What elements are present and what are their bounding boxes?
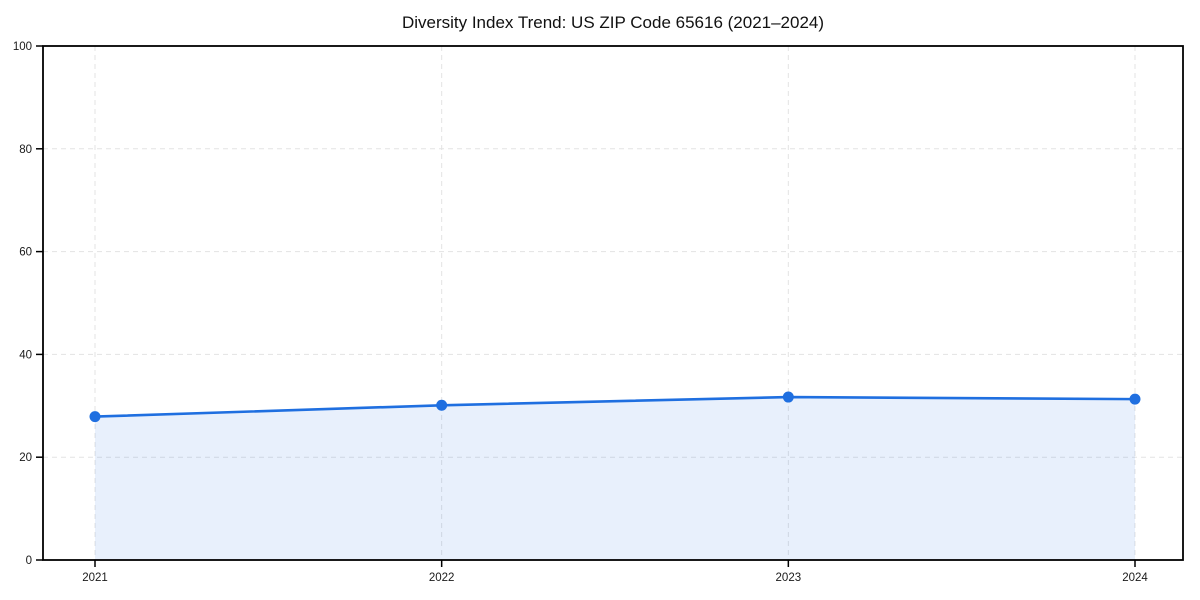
data-series xyxy=(89,391,1141,560)
x-tick-label: 2023 xyxy=(776,572,802,584)
axes-frame xyxy=(42,45,1184,561)
y-tick-label: 0 xyxy=(26,555,32,567)
y-tick-label: 40 xyxy=(19,349,32,361)
data-point-marker xyxy=(89,411,101,423)
x-tick-label: 2022 xyxy=(429,572,455,584)
y-tick-label: 20 xyxy=(19,452,32,464)
area-fill xyxy=(95,397,1135,560)
data-point-marker xyxy=(1129,393,1141,405)
y-tick-label: 80 xyxy=(19,144,32,156)
y-tick-label: 60 xyxy=(19,247,32,259)
y-tick-label: 100 xyxy=(13,41,32,53)
axis-ticks xyxy=(36,45,1136,567)
x-tick-label: 2021 xyxy=(82,572,108,584)
data-point-marker xyxy=(782,391,794,403)
x-tick-label: 2024 xyxy=(1122,572,1148,584)
trend-line xyxy=(93,395,1137,418)
axis-tick-labels: 0 20 40 60 80 100 2021 2022 2023 2024 xyxy=(13,41,1149,584)
data-point-marker xyxy=(436,399,448,411)
chart-title: Diversity Index Trend: US ZIP Code 65616… xyxy=(402,13,824,32)
plot-frame xyxy=(42,45,1184,561)
